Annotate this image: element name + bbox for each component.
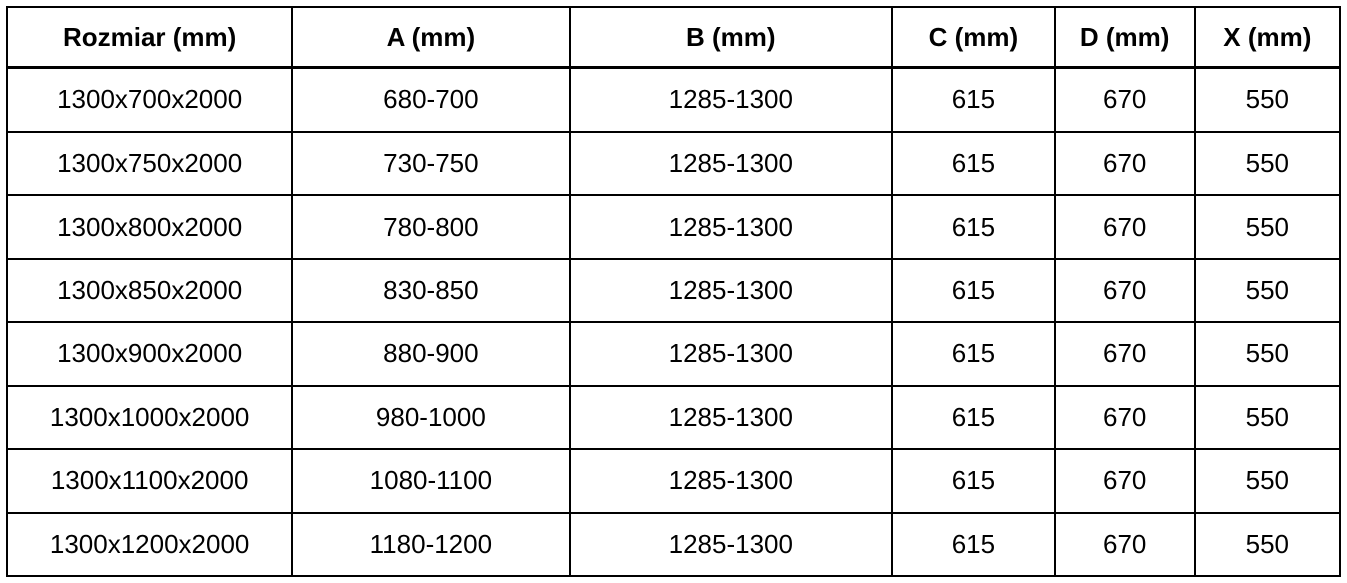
cell-c: 615 (891, 384, 1056, 451)
size-table-container: Rozmiar (mm) A (mm) B (mm) C (mm) D (mm)… (5, 6, 1342, 578)
cell-x: 550 (1193, 130, 1342, 197)
table-row: 1300x900x2000 880-900 1285-1300 615 670 … (5, 321, 1342, 387)
table-row: 1300x1100x2000 1080-1100 1285-1300 615 6… (5, 448, 1342, 514)
column-header-d: D (mm) (1053, 6, 1196, 69)
cell-rozmiar: 1300x800x2000 (5, 194, 294, 260)
table-row: 1300x750x2000 730-750 1285-1300 615 670 … (5, 130, 1342, 197)
cell-x: 550 (1193, 257, 1342, 324)
cell-a: 980-1000 (291, 384, 571, 451)
cell-c: 615 (891, 194, 1056, 260)
column-header-c: C (mm) (891, 6, 1056, 69)
cell-x: 550 (1193, 448, 1342, 514)
cell-c: 615 (891, 257, 1056, 324)
cell-rozmiar: 1300x1200x2000 (5, 511, 294, 578)
cell-a: 680-700 (291, 66, 571, 133)
cell-d: 670 (1053, 511, 1196, 578)
cell-b: 1285-1300 (568, 66, 894, 133)
table-row: 1300x1200x2000 1180-1200 1285-1300 615 6… (5, 511, 1342, 578)
cell-b: 1285-1300 (568, 321, 894, 387)
column-header-x: X (mm) (1193, 6, 1342, 69)
size-spec-table: Rozmiar (mm) A (mm) B (mm) C (mm) D (mm)… (5, 6, 1342, 578)
cell-rozmiar: 1300x1100x2000 (5, 448, 294, 514)
cell-d: 670 (1053, 321, 1196, 387)
cell-d: 670 (1053, 448, 1196, 514)
cell-x: 550 (1193, 194, 1342, 260)
cell-b: 1285-1300 (568, 448, 894, 514)
cell-a: 880-900 (291, 321, 571, 387)
cell-a: 1180-1200 (291, 511, 571, 578)
cell-a: 1080-1100 (291, 448, 571, 514)
cell-rozmiar: 1300x1000x2000 (5, 384, 294, 451)
cell-rozmiar: 1300x700x2000 (5, 66, 294, 133)
cell-rozmiar: 1300x850x2000 (5, 257, 294, 324)
table-row: 1300x850x2000 830-850 1285-1300 615 670 … (5, 257, 1342, 324)
cell-b: 1285-1300 (568, 384, 894, 451)
cell-b: 1285-1300 (568, 194, 894, 260)
cell-x: 550 (1193, 384, 1342, 451)
cell-a: 830-850 (291, 257, 571, 324)
cell-b: 1285-1300 (568, 257, 894, 324)
column-header-rozmiar: Rozmiar (mm) (5, 6, 294, 69)
cell-b: 1285-1300 (568, 130, 894, 197)
cell-rozmiar: 1300x750x2000 (5, 130, 294, 197)
header-row: Rozmiar (mm) A (mm) B (mm) C (mm) D (mm)… (5, 6, 1342, 69)
cell-c: 615 (891, 130, 1056, 197)
table-row: 1300x800x2000 780-800 1285-1300 615 670 … (5, 194, 1342, 260)
cell-rozmiar: 1300x900x2000 (5, 321, 294, 387)
cell-x: 550 (1193, 511, 1342, 578)
table-row: 1300x700x2000 680-700 1285-1300 615 670 … (5, 66, 1342, 133)
cell-a: 730-750 (291, 130, 571, 197)
cell-d: 670 (1053, 130, 1196, 197)
cell-x: 550 (1193, 66, 1342, 133)
column-header-a: A (mm) (291, 6, 571, 69)
cell-d: 670 (1053, 384, 1196, 451)
cell-d: 670 (1053, 257, 1196, 324)
column-header-b: B (mm) (568, 6, 894, 69)
cell-d: 670 (1053, 194, 1196, 260)
table-row: 1300x1000x2000 980-1000 1285-1300 615 67… (5, 384, 1342, 451)
cell-c: 615 (891, 321, 1056, 387)
cell-d: 670 (1053, 66, 1196, 133)
cell-c: 615 (891, 448, 1056, 514)
cell-a: 780-800 (291, 194, 571, 260)
cell-c: 615 (891, 511, 1056, 578)
cell-c: 615 (891, 66, 1056, 133)
cell-x: 550 (1193, 321, 1342, 387)
cell-b: 1285-1300 (568, 511, 894, 578)
